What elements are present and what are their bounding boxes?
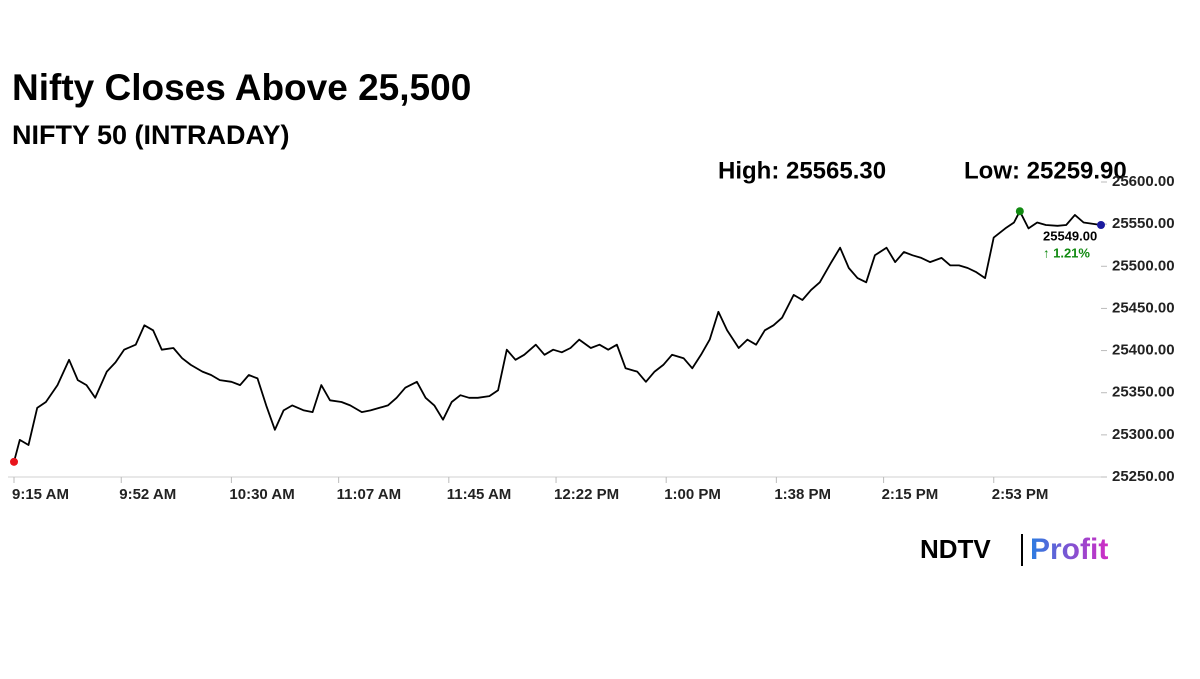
point-marker [10,457,18,466]
logo-brand: NDTV [920,534,991,564]
x-tick-label: 1:38 PM [774,486,831,503]
x-tick-label: 2:53 PM [992,486,1049,503]
high-label: High: 25565.30 [718,157,886,184]
x-tick-label: 1:00 PM [664,486,721,503]
x-tick-label: 12:22 PM [554,486,619,503]
point-marker [1015,207,1024,216]
x-tick-label: 10:30 AM [229,486,294,503]
low-label: Low: 25259.90 [964,157,1127,184]
x-tick-label: 2:15 PM [882,486,939,503]
price-line [13,210,1102,463]
y-tick-label: 25600.00 [1112,173,1175,190]
y-tick-label: 25550.00 [1112,215,1175,232]
x-tick-label: 11:07 AM [337,486,401,503]
x-tick-label: 9:15 AM [12,486,69,503]
y-tick-label: 25500.00 [1112,257,1175,274]
y-tick-label: 25450.00 [1112,299,1175,316]
chart-title: Nifty Closes Above 25,500 [12,67,471,108]
change-label: ↑ 1.21% [1043,245,1090,260]
chart-subtitle: NIFTY 50 (INTRADAY) [12,120,290,150]
x-tick-label: 11:45 AM [447,486,511,503]
last-value-label: 25549.00 [1043,228,1097,243]
y-tick-label: 25350.00 [1112,384,1175,401]
x-tick-label: 9:52 AM [119,486,176,503]
y-tick-label: 25400.00 [1112,342,1175,359]
y-tick-label: 25250.00 [1112,468,1175,485]
logo-product: Profit [1030,533,1108,566]
point-marker [1097,220,1105,229]
y-tick-label: 25300.00 [1112,426,1175,443]
